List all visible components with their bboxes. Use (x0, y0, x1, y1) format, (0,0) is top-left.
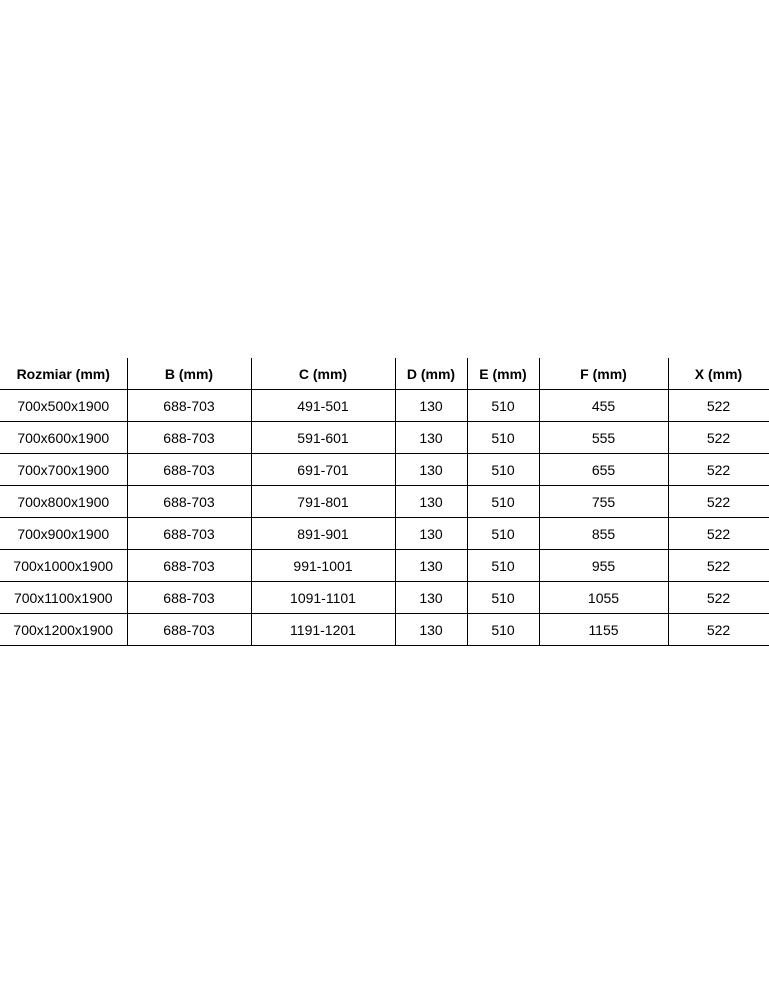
table-cell: 522 (667, 517, 769, 550)
table-row: 700x600x1900 688-703 591-601 130 510 555 522 (0, 421, 769, 454)
table-cell: 700x600x1900 (0, 421, 127, 454)
table-cell: 130 (394, 613, 467, 646)
table-cell: 688-703 (126, 485, 251, 518)
table-cell: 700x900x1900 (0, 517, 127, 550)
table-cell: 688-703 (126, 389, 251, 422)
table-cell: 688-703 (126, 421, 251, 454)
table-cell: 510 (466, 613, 539, 646)
table-cell: 1091-1101 (250, 581, 395, 614)
table-cell: 510 (466, 517, 539, 550)
table-cell: 700x1000x1900 (0, 549, 127, 582)
table-cell: 510 (466, 485, 539, 518)
table-row: 700x900x1900 688-703 891-901 130 510 855 522 (0, 517, 769, 550)
table-row: 700x1200x1900 688-703 1191-1201 130 510 1155 5… (0, 613, 769, 646)
table-cell: 955 (538, 549, 668, 582)
table-cell: 510 (466, 389, 539, 422)
table-cell: 522 (667, 453, 769, 486)
table-cell: 130 (394, 453, 467, 486)
table-cell: 130 (394, 581, 467, 614)
table-cell: 700x800x1900 (0, 485, 127, 518)
column-header: B (mm) (126, 358, 251, 390)
table-cell: 1055 (538, 581, 668, 614)
column-header: E (mm) (466, 358, 539, 390)
table-cell: 555 (538, 421, 668, 454)
column-header: Rozmiar (mm) (0, 358, 127, 390)
table-cell: 1155 (538, 613, 668, 646)
table-row: 700x700x1900 688-703 691-701 130 510 655 522 (0, 453, 769, 486)
table-cell: 455 (538, 389, 668, 422)
table-cell: 522 (667, 485, 769, 518)
table-cell: 522 (667, 549, 769, 582)
column-header: D (mm) (394, 358, 467, 390)
table-cell: 510 (466, 581, 539, 614)
table-row: 700x500x1900 688-703 491-501 130 510 455 522 (0, 389, 769, 422)
table-cell: 130 (394, 485, 467, 518)
column-header: X (mm) (667, 358, 769, 390)
column-header: C (mm) (250, 358, 395, 390)
table-cell: 991-1001 (250, 549, 395, 582)
table-cell: 1191-1201 (250, 613, 395, 646)
column-header: F (mm) (538, 358, 668, 390)
table-cell: 130 (394, 421, 467, 454)
table-cell: 522 (667, 581, 769, 614)
table-cell: 755 (538, 485, 668, 518)
table-cell: 700x1100x1900 (0, 581, 127, 614)
table-cell: 491-501 (250, 389, 395, 422)
table-cell: 130 (394, 549, 467, 582)
table-cell: 688-703 (126, 581, 251, 614)
table-cell: 688-703 (126, 613, 251, 646)
table-cell: 130 (394, 517, 467, 550)
table-cell: 510 (466, 421, 539, 454)
header-row: Rozmiar (mm) B (mm) C (mm) D (mm) E (mm) F (m… (0, 358, 769, 390)
table-cell: 891-901 (250, 517, 395, 550)
table-cell: 510 (466, 453, 539, 486)
table-cell: 130 (394, 389, 467, 422)
table-cell: 688-703 (126, 453, 251, 486)
table-cell: 510 (466, 549, 539, 582)
table-cell: 691-701 (250, 453, 395, 486)
table-cell: 688-703 (126, 549, 251, 582)
table-cell: 791-801 (250, 485, 395, 518)
table-cell: 522 (667, 421, 769, 454)
table-cell: 688-703 (126, 517, 251, 550)
table-cell: 655 (538, 453, 668, 486)
table-row: 700x1100x1900 688-703 1091-1101 130 510 1055 5… (0, 581, 769, 614)
table-cell: 591-601 (250, 421, 395, 454)
table-cell: 855 (538, 517, 668, 550)
table-row: 700x800x1900 688-703 791-801 130 510 755 522 (0, 485, 769, 518)
table-cell: 522 (667, 613, 769, 646)
table-row: 700x1000x1900 688-703 991-1001 130 510 955 522 (0, 549, 769, 582)
dimensions-table: Rozmiar (mm) B (mm) C (mm) D (mm) E (mm) F (m… (0, 358, 769, 646)
table-cell: 700x700x1900 (0, 453, 127, 486)
table-cell: 700x1200x1900 (0, 613, 127, 646)
table-cell: 700x500x1900 (0, 389, 127, 422)
table-cell: 522 (667, 389, 769, 422)
